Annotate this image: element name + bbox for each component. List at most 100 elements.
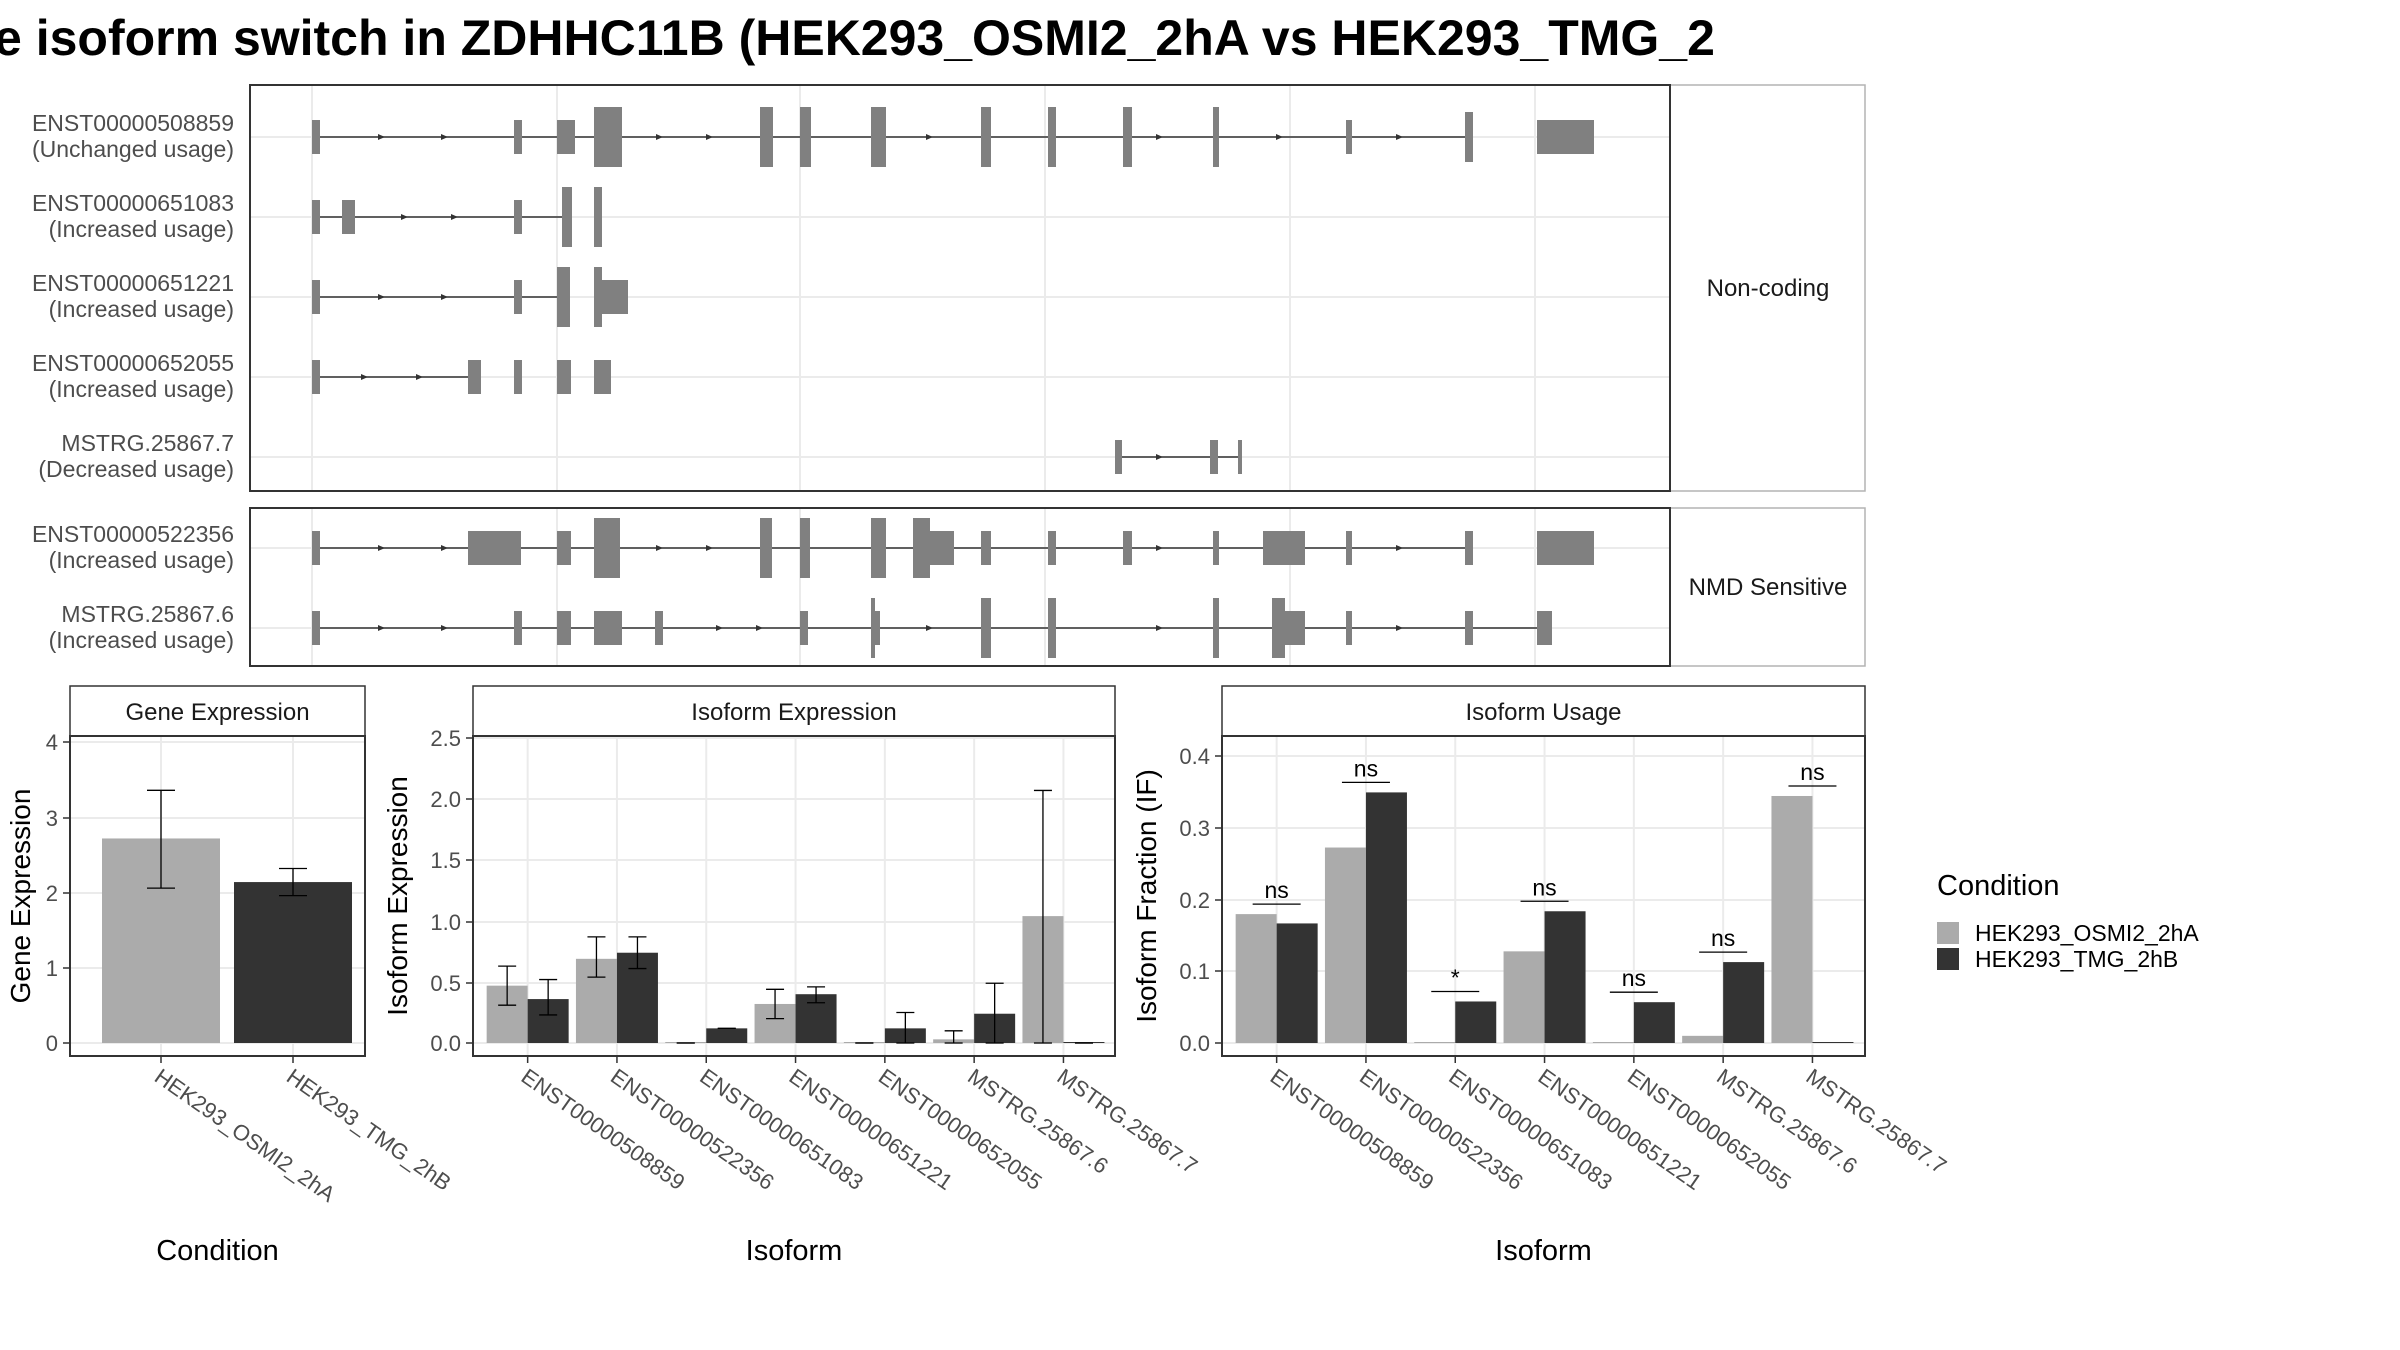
bar: [1723, 962, 1765, 1043]
structure-panel-border: [249, 84, 1671, 492]
exon-block: [981, 107, 991, 167]
exon-block: [1213, 107, 1219, 167]
exon-block: [557, 611, 571, 645]
y-tick-label: 0.3: [1179, 816, 1210, 841]
strand-arrow-icon: [378, 625, 385, 631]
exon-block: [1115, 440, 1122, 474]
y-tick-label: 1.0: [430, 910, 461, 935]
strand-arrow-icon: [451, 214, 458, 220]
exon-block: [312, 200, 320, 234]
bar: [1365, 792, 1407, 1043]
strand-arrow-icon: [361, 374, 368, 380]
exon-block: [871, 518, 886, 578]
significance-label: ns: [1532, 874, 1556, 900]
strand-arrow-icon: [716, 625, 723, 631]
exon-block: [1210, 440, 1218, 474]
chart-panel-border: [1221, 735, 1866, 1057]
exon-block: [1465, 531, 1473, 565]
exon-block: [594, 187, 602, 247]
legend-label: HEK293_TMG_2hB: [1975, 946, 2178, 972]
strand-arrow-icon: [378, 545, 385, 551]
exon-block: [1213, 531, 1219, 565]
chart-title: Gene Expression: [125, 699, 309, 726]
x-axis-label: Isoform: [746, 1235, 843, 1267]
strand-arrow-icon: [378, 134, 385, 140]
exon-block: [1048, 531, 1056, 565]
exon-block: [1263, 531, 1305, 565]
strand-arrow-icon: [1156, 625, 1163, 631]
x-tick-label: ENST00000651083: [1444, 1064, 1617, 1195]
legend-swatch: [1937, 922, 1959, 944]
y-tick-label: 0.0: [430, 1031, 461, 1056]
exon-block: [312, 280, 320, 314]
exon-block: [594, 360, 611, 394]
x-tick-label: ENST00000652055: [1623, 1064, 1796, 1195]
exon-block: [602, 280, 628, 314]
y-tick-label: 2.0: [430, 787, 461, 812]
strand-arrow-icon: [441, 134, 448, 140]
y-tick-label: 4: [46, 730, 58, 755]
y-tick-label: 0.4: [1179, 744, 1210, 769]
x-tick-label: ENST00000651221: [785, 1064, 958, 1195]
legend-label: HEK293_OSMI2_2hA: [1975, 920, 2199, 946]
y-tick-label: 0: [46, 1031, 58, 1056]
strand-arrow-icon: [1156, 454, 1163, 460]
isoform-id-label: ENST00000651221: [32, 270, 234, 296]
strand-arrow-icon: [926, 625, 933, 631]
x-tick-label: ENST00000508859: [517, 1064, 690, 1195]
exon-block: [1123, 107, 1132, 167]
bar: [1503, 951, 1545, 1043]
y-tick-label: 2: [46, 881, 58, 906]
exon-block: [1048, 107, 1056, 167]
y-tick-label: 1.5: [430, 848, 461, 873]
exon-block: [930, 531, 954, 565]
exon-block: [1123, 531, 1132, 565]
legend-title: Condition: [1937, 870, 2060, 902]
significance-label: *: [1451, 964, 1460, 990]
bar: [1771, 795, 1813, 1043]
exon-block: [800, 518, 810, 578]
strand-arrow-icon: [441, 545, 448, 551]
exon-block: [1285, 611, 1305, 645]
strand-arrow-icon: [926, 134, 933, 140]
exon-block: [594, 107, 622, 167]
strand-arrow-icon: [1156, 134, 1163, 140]
exon-block: [800, 611, 808, 645]
exon-block: [557, 267, 570, 327]
exon-block: [312, 611, 320, 645]
x-tick-label: ENST00000522356: [1355, 1064, 1528, 1195]
isoform-id-label: ENST00000652055: [32, 350, 234, 376]
strand-arrow-icon: [1396, 134, 1403, 140]
y-axis-label: Isoform Fraction (IF): [1131, 769, 1162, 1023]
strand-arrow-icon: [756, 625, 763, 631]
exon-block: [594, 518, 620, 578]
significance-label: ns: [1354, 755, 1378, 781]
bar: [1455, 1001, 1497, 1043]
x-axis-label: Isoform: [1495, 1235, 1592, 1267]
exon-block: [562, 187, 572, 247]
bar: [1544, 911, 1586, 1043]
chart-title: Isoform Expression: [691, 699, 896, 726]
y-tick-label: 3: [46, 806, 58, 831]
structure-panel-border: [249, 507, 1671, 667]
strand-arrow-icon: [401, 214, 408, 220]
chart-panel-border: [69, 735, 366, 1057]
exon-block: [514, 611, 522, 645]
exon-block: [557, 531, 571, 565]
x-tick-label: ENST00000651221: [1534, 1064, 1707, 1195]
isoform-usage-label: (Increased usage): [49, 216, 234, 242]
significance-label: ns: [1800, 759, 1824, 785]
bar: [1812, 1042, 1854, 1043]
exon-block: [1346, 120, 1352, 154]
exon-block: [312, 360, 320, 394]
exon-block: [1048, 598, 1056, 658]
structure-panel-bg: [250, 508, 1670, 666]
bar: [1324, 847, 1366, 1043]
isoform-usage-label: (Increased usage): [49, 296, 234, 322]
bar: [706, 1028, 748, 1043]
bar: [1235, 914, 1277, 1043]
exon-block: [1537, 120, 1594, 154]
strand-arrow-icon: [441, 294, 448, 300]
bar: [1276, 923, 1318, 1043]
